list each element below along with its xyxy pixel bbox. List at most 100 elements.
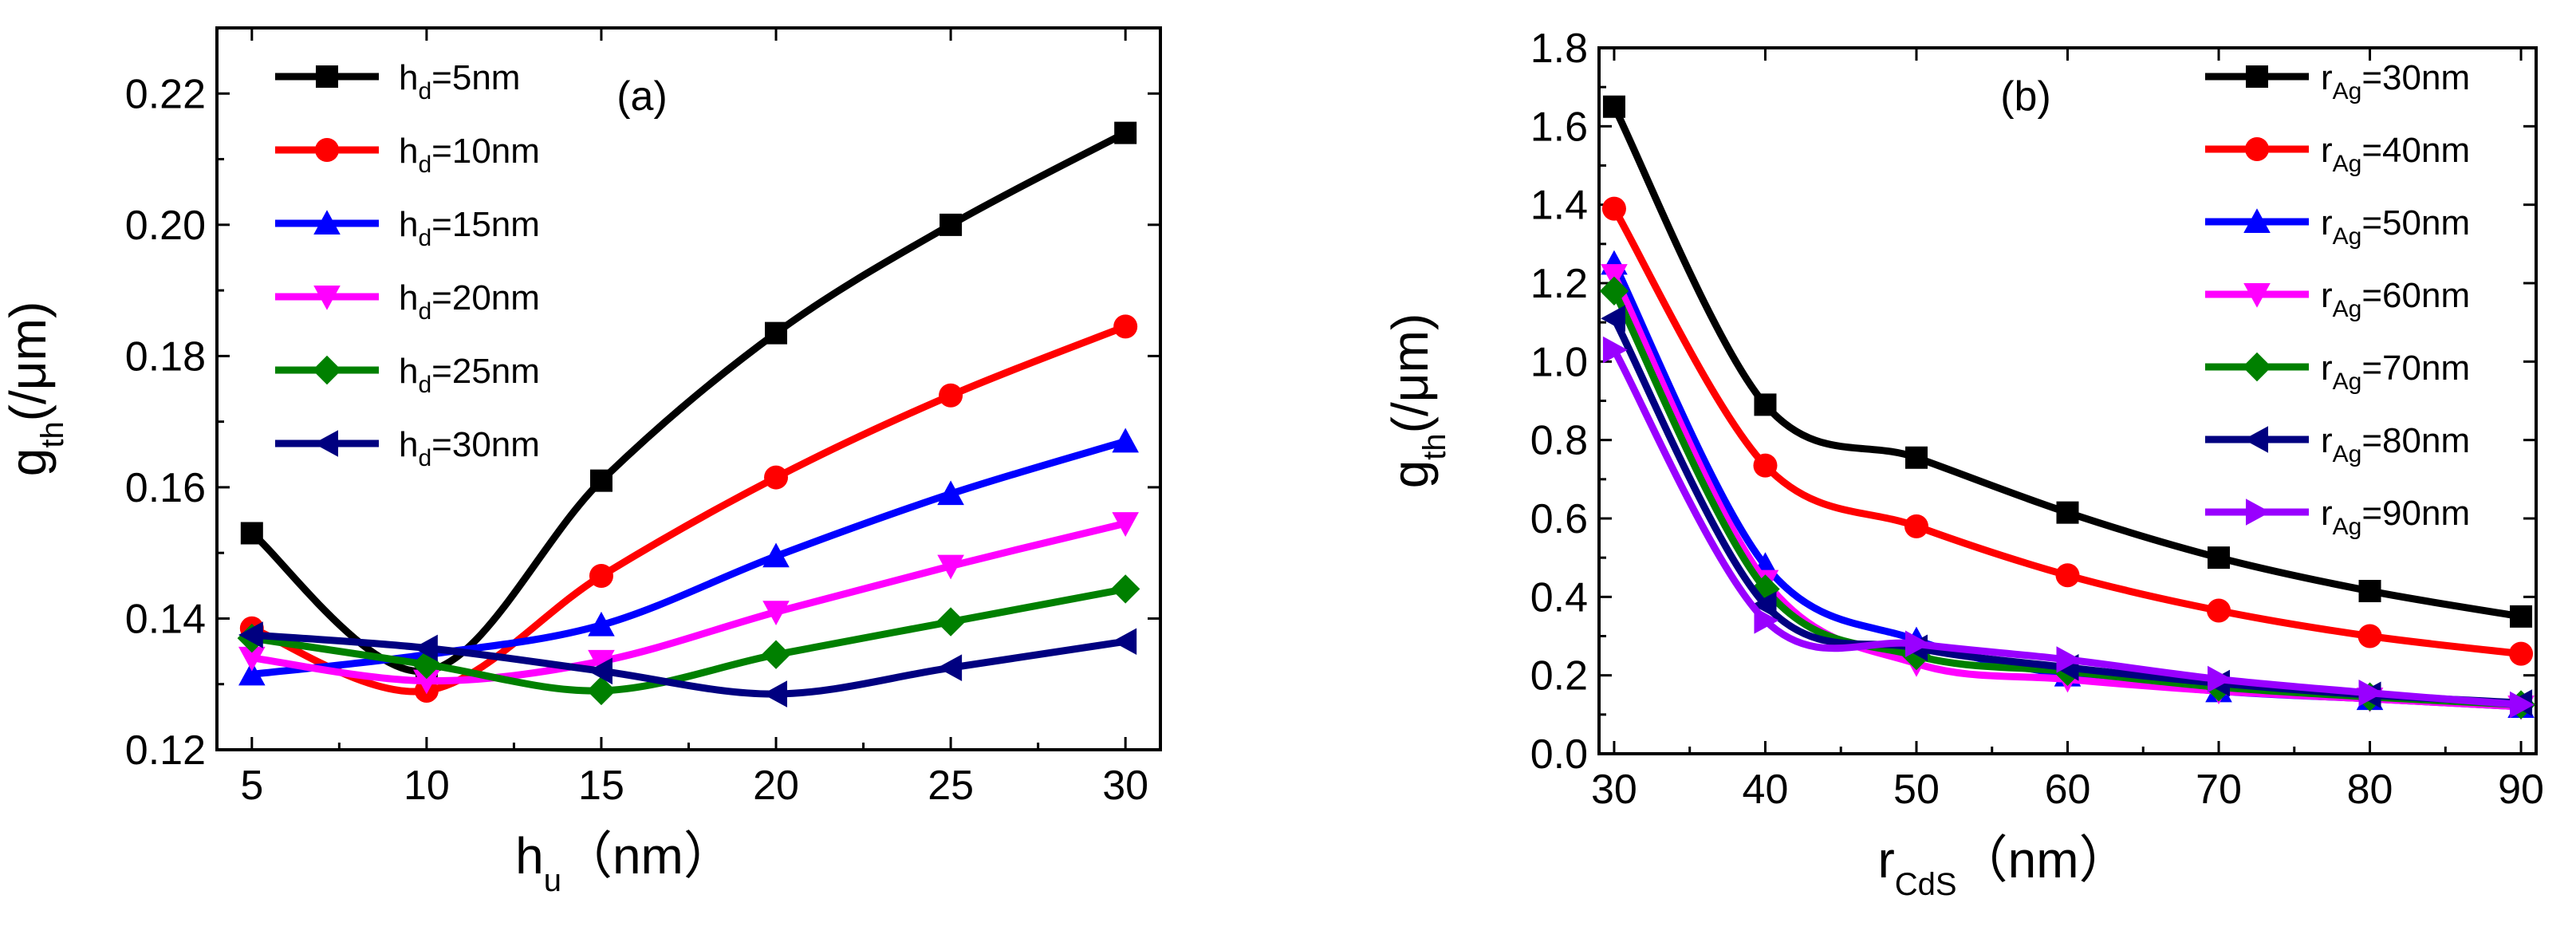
series-3 — [238, 512, 1139, 695]
series-0 — [240, 121, 1137, 683]
legend-item: rAg=40nm — [2205, 131, 2470, 177]
data-point — [588, 657, 612, 685]
legend-label: rAg=50nm — [2321, 203, 2470, 250]
legend-marker — [2242, 352, 2272, 382]
legend-label: hd=15nm — [399, 205, 540, 251]
y-tick-label: 1.8 — [1530, 26, 1588, 72]
legend-item: rAg=70nm — [2205, 349, 2470, 395]
legend-marker — [2243, 208, 2271, 233]
legend-marker — [2245, 137, 2269, 161]
data-point — [2510, 691, 2535, 719]
legend-item: hd=10nm — [275, 132, 540, 178]
data-point — [1110, 574, 1140, 604]
series-1 — [1601, 196, 2534, 666]
data-point — [1904, 446, 1928, 469]
data-point — [238, 621, 263, 648]
legend-label: rAg=40nm — [2321, 131, 2470, 177]
data-point — [937, 480, 964, 506]
data-point — [1114, 121, 1137, 144]
data-point — [935, 607, 966, 637]
legend-marker — [313, 210, 341, 235]
data-point — [413, 634, 438, 662]
legend-label: rAg=60nm — [2321, 276, 2470, 322]
series-line — [248, 519, 1129, 685]
data-point — [1113, 314, 1138, 339]
x-tick-label: 40 — [1743, 767, 1789, 813]
y-tick-label: 0.14 — [125, 596, 206, 642]
y-tick-label: 0.8 — [1530, 418, 1588, 464]
x-tick-label: 90 — [2498, 767, 2544, 813]
data-point — [2357, 624, 2382, 648]
x-tick-label: 5 — [240, 763, 263, 809]
data-point — [412, 649, 442, 680]
y-tick-label: 0.6 — [1530, 496, 1588, 542]
legend-marker — [313, 286, 341, 310]
legend-marker — [313, 430, 338, 457]
legend-item: rAg=90nm — [2205, 494, 2470, 540]
data-point — [937, 654, 963, 681]
data-point — [1904, 514, 1928, 538]
legend-label: hd=25nm — [399, 352, 540, 398]
data-point — [1601, 264, 1628, 289]
data-point — [2055, 563, 2080, 588]
y-tick-label: 1.4 — [1530, 183, 1588, 229]
series-5 — [238, 621, 1137, 707]
series-line — [248, 437, 1129, 678]
data-point — [762, 542, 790, 568]
series-2 — [1601, 250, 2535, 718]
x-tick-label: 50 — [1893, 767, 1940, 813]
data-point — [2358, 579, 2381, 602]
data-point — [939, 383, 963, 408]
y-tick-label: 0.20 — [125, 203, 206, 249]
x-tick-label: 80 — [2347, 767, 2393, 813]
y-tick-label: 0.4 — [1530, 574, 1588, 621]
data-point — [413, 669, 440, 695]
legend-marker — [2246, 65, 2268, 88]
legend-marker — [315, 138, 339, 162]
y-tick-label: 1.0 — [1530, 339, 1588, 385]
legend-item: rAg=60nm — [2205, 276, 2470, 322]
y-axis-title: gth(/μm) — [1381, 313, 1452, 489]
series-3 — [1601, 264, 2535, 720]
x-tick-label: 15 — [578, 763, 624, 809]
panel-label: (b) — [2000, 73, 2051, 120]
data-point — [1751, 574, 1780, 604]
legend-label: hd=5nm — [399, 58, 520, 104]
series-line — [1610, 271, 2525, 711]
x-tick-label: 10 — [404, 763, 450, 809]
legend: rAg=30nm rAg=40nm rAg=50nm rAg=60nm rAg=70nm… — [2205, 58, 2470, 540]
data-point — [761, 640, 791, 669]
legend-marker — [316, 65, 338, 88]
legend-item: rAg=80nm — [2205, 421, 2470, 467]
legend-item: hd=15nm — [275, 205, 540, 251]
data-point — [1599, 276, 1629, 306]
data-point — [1601, 196, 1626, 221]
legend: hd=5nm hd=10nm hd=15nm hd=20nm hd=25nm hd=30n… — [275, 58, 540, 471]
series-line — [248, 322, 1129, 696]
y-axis-title: gth(/μm) — [0, 302, 70, 477]
y-tick-label: 0.18 — [125, 333, 206, 380]
data-point — [2056, 501, 2079, 524]
data-point — [589, 469, 612, 492]
data-point — [238, 660, 266, 686]
y-tick-label: 0.22 — [125, 71, 206, 117]
legend-item: rAg=50nm — [2205, 203, 2470, 250]
data-point — [2510, 605, 2533, 628]
data-point — [939, 213, 963, 236]
legend-label: hd=30nm — [399, 425, 540, 471]
chart-a: 5 10 15 20 25 30 0.12 0.14 0.16 0.18 0.20 0.22 hu（nm… — [0, 26, 1162, 898]
data-point — [1112, 512, 1139, 537]
legend-item: hd=20nm — [275, 278, 540, 325]
data-point — [1601, 305, 1625, 333]
data-point — [2208, 665, 2232, 693]
data-point — [588, 611, 615, 637]
panel-label: (a) — [616, 73, 668, 120]
y-tick-label: 1.6 — [1530, 104, 1588, 150]
data-point — [1754, 393, 1777, 416]
data-point — [1753, 453, 1778, 478]
x-tick-label: 25 — [928, 763, 974, 809]
data-point — [1112, 628, 1137, 656]
x-axis-title: hu（nm） — [515, 827, 735, 898]
legend-marker — [2243, 283, 2271, 308]
